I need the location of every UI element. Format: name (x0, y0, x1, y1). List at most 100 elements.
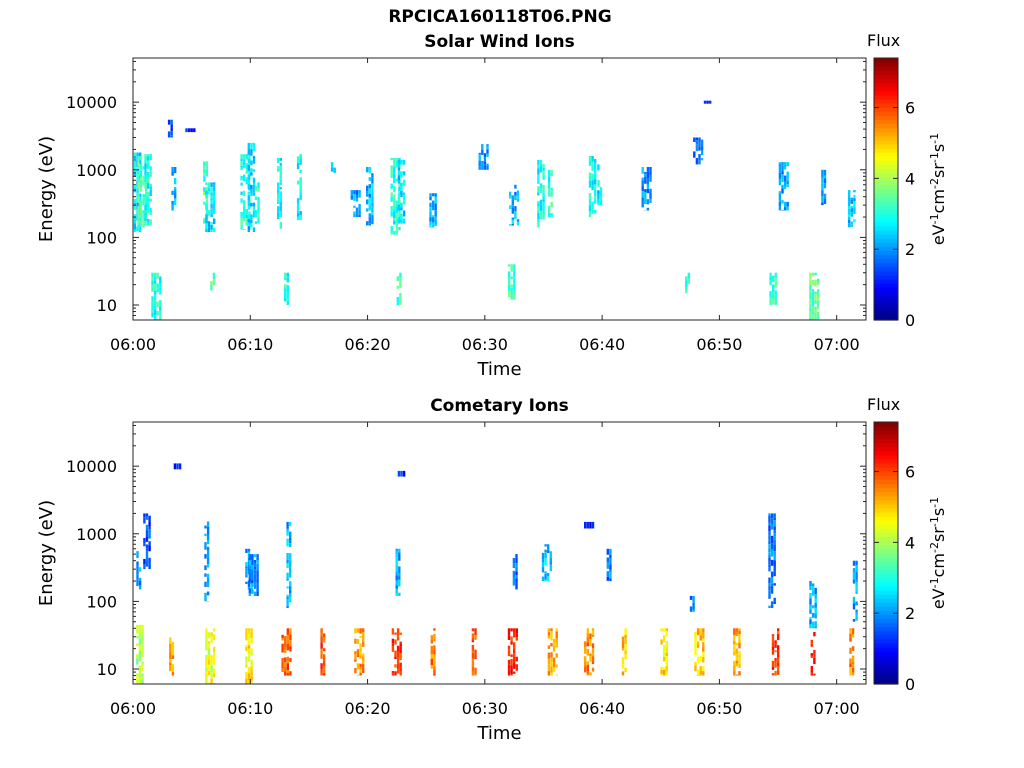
flux-cell (700, 139, 704, 147)
flux-cell (243, 211, 246, 219)
flux-cell (542, 196, 545, 200)
flux-cell (430, 639, 433, 644)
flux-cell (284, 290, 287, 298)
flux-cell (286, 538, 289, 543)
flux-cell (768, 540, 771, 545)
colorbar-segment (874, 172, 898, 178)
colorbar-segment (874, 139, 898, 145)
flux-cell (207, 191, 211, 195)
flux-cell (133, 217, 137, 224)
colorbar-segment (874, 548, 898, 554)
flux-cell (136, 226, 139, 232)
flux-cell (245, 548, 248, 553)
flux-cell (393, 186, 396, 193)
flux-cell (770, 559, 774, 566)
flux-burst (171, 167, 177, 211)
x-tick-label: 06:30 (462, 699, 508, 718)
flux-cell (395, 550, 398, 555)
flux-cell (555, 638, 558, 642)
flux-cell (395, 157, 399, 162)
panel-1: 06:00 06:10 06:20 06:30 06:40 06:50 07:0010100… (36, 57, 948, 380)
flux-cell (817, 312, 820, 317)
flux-cell (247, 631, 251, 635)
flux-cell (323, 654, 326, 661)
flux-cell (768, 605, 771, 608)
x-tick-label: 07:00 (814, 699, 860, 718)
colorbar-tick-label: 2 (905, 604, 915, 623)
flux-cell (399, 272, 402, 278)
flux-cell (821, 196, 824, 203)
flux-cell (138, 667, 142, 674)
flux-cell (396, 657, 400, 664)
flux-cell (483, 164, 487, 170)
x-tick-label: 06:40 (579, 335, 625, 354)
flux-cell (240, 158, 243, 162)
flux-cell (137, 166, 140, 171)
flux-cell (400, 171, 403, 178)
flux-cell (138, 650, 142, 658)
flux-cell (433, 669, 436, 674)
colorbar-segment (874, 479, 898, 484)
flux-cell (251, 589, 254, 594)
colorbar-segment (874, 483, 898, 489)
y-tick-label: 10 (97, 660, 117, 679)
flux-cell (591, 628, 595, 631)
flux-cell (550, 190, 553, 197)
flux-cell (213, 673, 216, 678)
flux-cell (778, 166, 782, 173)
flux-cell (641, 186, 644, 191)
flux-cell (513, 671, 516, 674)
flux-cell (153, 272, 157, 277)
flux-cell (286, 563, 289, 568)
flux-cell (698, 143, 701, 147)
colorbar-segment (874, 671, 898, 677)
flux-cell (471, 653, 475, 659)
flux-cell (624, 654, 627, 660)
flux-cell (589, 653, 592, 656)
flux-cell (486, 149, 489, 154)
flux-cell (738, 634, 741, 637)
flux-cell (542, 188, 545, 193)
flux-cell (362, 635, 365, 642)
flux-cell (537, 186, 540, 193)
flux-cell (430, 645, 433, 650)
flux-cell (855, 560, 858, 566)
flux-cell (284, 641, 287, 648)
flux-cell (247, 653, 251, 657)
flux-cell (471, 671, 475, 676)
flux-cell (284, 671, 287, 676)
flux-cell (733, 660, 736, 666)
flux-cell (663, 667, 666, 670)
flux-cell (809, 593, 812, 599)
flux-cell (773, 540, 776, 545)
flux-cell (141, 675, 144, 681)
flux-cell (783, 167, 787, 170)
flux-cell (289, 671, 292, 676)
flux-cell (395, 593, 398, 596)
flux-cell (817, 291, 820, 298)
flux-cell (509, 196, 512, 199)
flux-cell (510, 628, 513, 632)
flux-cell (400, 159, 403, 165)
flux-cell (430, 658, 433, 665)
colorbar-frame (873, 57, 899, 321)
flux-cell (205, 229, 208, 232)
flux-cell (390, 165, 393, 172)
flux-cell (247, 195, 250, 201)
flux-cell (284, 666, 287, 672)
flux-cell (395, 200, 399, 204)
colorbar-segment (874, 520, 898, 525)
flux-cell (507, 635, 511, 640)
flux-cell (588, 193, 592, 196)
flux-cell (786, 180, 789, 185)
flux-cell (203, 217, 206, 221)
flux-cell (589, 633, 592, 640)
flux-cell (396, 645, 400, 652)
flux-cell (366, 191, 369, 194)
flux-cell (253, 566, 257, 570)
flux-cell (537, 203, 540, 207)
flux-cell (210, 655, 213, 662)
flux-cell (586, 664, 589, 672)
flux-cell (777, 631, 780, 634)
